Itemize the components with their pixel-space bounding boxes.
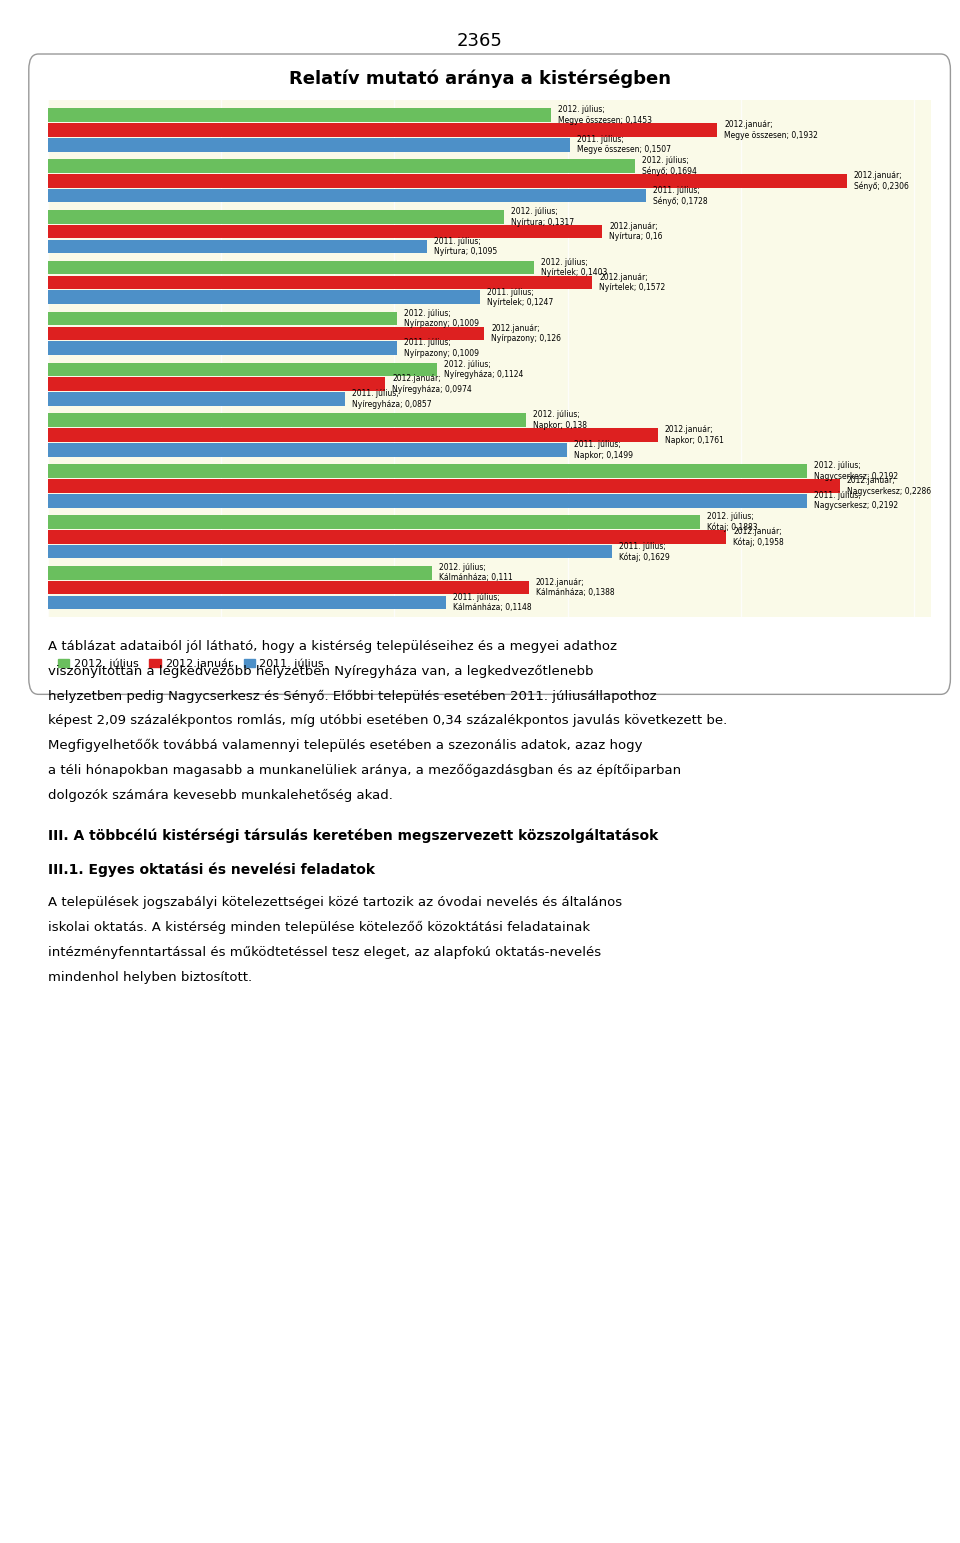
Text: A települések jogszabályi kötelezettségei közé tartozik az óvodai nevelés és ált: A települések jogszabályi kötelezettsége… <box>48 896 622 909</box>
Text: helyzetben pedig Nagycserkesz és Sényő. Előbbi település esetében 2011. júliusál: helyzetben pedig Nagycserkesz és Sényő. … <box>48 690 657 704</box>
Text: 2011. július;
Nyírtura; 0,1095: 2011. július; Nyírtura; 0,1095 <box>434 236 497 256</box>
Text: 2012. július;
Nyírtura; 0,1317: 2012. július; Nyírtura; 0,1317 <box>511 207 574 227</box>
Text: 2012.január;
Nyírpazony; 0,126: 2012.január; Nyírpazony; 0,126 <box>492 324 562 343</box>
Text: 2012. július;
Nagycserkesz; 0,2192: 2012. július; Nagycserkesz; 0,2192 <box>814 461 899 481</box>
Text: viszonyítottan a legkedvezőbb helyzetben Nyíregyháza van, a legkedvezőtlenebb: viszonyítottan a legkedvezőbb helyzetben… <box>48 665 593 679</box>
Text: 2012.január;
Kótaj; 0,1958: 2012.január; Kótaj; 0,1958 <box>733 526 783 546</box>
Text: 2011. július;
Napkor; 0,1499: 2011. július; Napkor; 0,1499 <box>574 440 633 460</box>
Text: A táblázat adataiból jól látható, hogy a kistérség településeihez és a megyei ad: A táblázat adataiból jól látható, hogy a… <box>48 640 617 653</box>
Text: 2012.január;
Nyíregyháza; 0,0974: 2012.január; Nyíregyháza; 0,0974 <box>393 375 472 393</box>
Text: 2011. július;
Kótaj; 0,1629: 2011. július; Kótaj; 0,1629 <box>619 542 670 562</box>
Bar <box>48 188 646 202</box>
Text: Megfigyelhetőők továbbá valamennyi település esetében a szezonális adatok, azaz : Megfigyelhetőők továbbá valamennyi telep… <box>48 739 642 753</box>
Legend: 2012. július, 2012.január, 2011. július: 2012. július, 2012.január, 2011. július <box>54 654 328 674</box>
Bar <box>48 414 526 427</box>
Bar <box>48 392 345 406</box>
Bar <box>48 580 529 594</box>
Bar <box>48 290 480 304</box>
Text: III. A többcélú kistérségi társulás keretében megszervezett közszolgáltatások: III. A többcélú kistérségi társulás kere… <box>48 829 659 842</box>
Bar <box>48 312 397 326</box>
Bar <box>48 123 717 137</box>
Text: 2012. július;
Nyírtelek; 0,1403: 2012. július; Nyírtelek; 0,1403 <box>540 258 608 278</box>
Bar <box>48 327 485 339</box>
Text: 2011. július;
Kálmánháza; 0,1148: 2011. július; Kálmánháza; 0,1148 <box>452 593 531 613</box>
Text: 2011. július;
Nyírtelek; 0,1247: 2011. július; Nyírtelek; 0,1247 <box>487 287 553 307</box>
Bar <box>48 210 504 224</box>
Bar <box>48 464 807 478</box>
Bar <box>48 341 397 355</box>
Bar <box>48 108 551 122</box>
Text: 2012.január;
Sényő; 0,2306: 2012.január; Sényő; 0,2306 <box>853 171 908 191</box>
Bar <box>48 225 602 239</box>
Bar <box>48 478 840 492</box>
Text: Relatív mutató aránya a kistérségben: Relatív mutató aránya a kistérségben <box>289 69 671 88</box>
Text: a téli hónapokban magasabb a munkanelüliek aránya, a mezőőgazdásgban és az építő: a téli hónapokban magasabb a munkanelüli… <box>48 764 682 778</box>
Text: iskolai oktatás. A kistérség minden települése kötelezőő közoktátási feladataina: iskolai oktatás. A kistérség minden tele… <box>48 921 590 935</box>
Text: 2012. július;
Kótaj; 0,1883: 2012. július; Kótaj; 0,1883 <box>708 512 757 532</box>
Text: 2011. július;
Nyíregyháza; 0,0857: 2011. július; Nyíregyháza; 0,0857 <box>351 389 431 409</box>
Text: 2365: 2365 <box>457 32 503 51</box>
Bar <box>48 261 534 275</box>
Text: 2012.január;
Nyírtelek; 0,1572: 2012.január; Nyírtelek; 0,1572 <box>599 273 665 292</box>
Text: 2012.január;
Nagycserkesz; 0,2286: 2012.január; Nagycserkesz; 0,2286 <box>847 477 931 495</box>
Text: 2012.január;
Kálmánháza; 0,1388: 2012.január; Kálmánháza; 0,1388 <box>536 577 614 597</box>
Bar <box>48 378 385 390</box>
Text: 2012. július;
Nyíregyháza; 0,1124: 2012. július; Nyíregyháza; 0,1124 <box>444 360 523 380</box>
Text: 2012. július;
Sényő; 0,1694: 2012. július; Sényő; 0,1694 <box>641 156 697 176</box>
Bar <box>48 363 438 376</box>
Bar <box>48 515 700 529</box>
Text: 2012. július;
Napkor; 0,138: 2012. július; Napkor; 0,138 <box>533 410 587 430</box>
Bar <box>48 566 432 580</box>
Text: dolgozók számára kevesebb munkalehetőség akad.: dolgozók számára kevesebb munkalehetőség… <box>48 788 393 802</box>
Text: 2011. július;
Megye összesen; 0,1507: 2011. július; Megye összesen; 0,1507 <box>577 136 671 154</box>
Bar <box>48 276 592 289</box>
Bar <box>48 529 726 543</box>
Text: 2011. július;
Sényő; 0,1728: 2011. július; Sényő; 0,1728 <box>654 185 708 205</box>
Text: mindenhol helyben biztosított.: mindenhol helyben biztosított. <box>48 971 252 983</box>
Bar <box>48 494 807 508</box>
Text: intézményfenntartással és működtetéssel tesz eleget, az alapfokú oktatás-nevelés: intézményfenntartással és működtetéssel … <box>48 946 601 958</box>
Text: 2012.január;
Napkor; 0,1761: 2012.január; Napkor; 0,1761 <box>665 426 724 444</box>
Text: 2011. július;
Nyírpazony; 0,1009: 2011. július; Nyírpazony; 0,1009 <box>404 338 479 358</box>
Text: 2012. július;
Nyírpazony; 0,1009: 2012. július; Nyírpazony; 0,1009 <box>404 309 479 329</box>
Bar <box>48 545 612 559</box>
Bar <box>48 596 445 609</box>
Bar <box>48 174 847 188</box>
Bar <box>48 239 427 253</box>
Text: 2012.január;
Nyírtura; 0,16: 2012.január; Nyírtura; 0,16 <box>609 222 662 241</box>
Bar <box>48 443 567 457</box>
Text: 2011. július;
Nagycserkesz; 0,2192: 2011. július; Nagycserkesz; 0,2192 <box>814 491 899 511</box>
Text: 2012. július;
Megye összesen; 0,1453: 2012. július; Megye összesen; 0,1453 <box>558 105 652 125</box>
Text: képest 2,09 százalékpontos romlás, míg utóbbi esetében 0,34 százalékpontos javul: képest 2,09 százalékpontos romlás, míg u… <box>48 714 728 727</box>
Bar <box>48 159 635 173</box>
Text: 2012.január;
Megye összesen; 0,1932: 2012.január; Megye összesen; 0,1932 <box>724 120 818 140</box>
Bar <box>48 137 570 151</box>
Text: 2012. július;
Kálmánháza; 0,111: 2012. július; Kálmánháza; 0,111 <box>440 563 514 582</box>
Text: III.1. Egyes oktatási és nevelési feladatok: III.1. Egyes oktatási és nevelési felada… <box>48 863 375 876</box>
Bar <box>48 429 658 441</box>
